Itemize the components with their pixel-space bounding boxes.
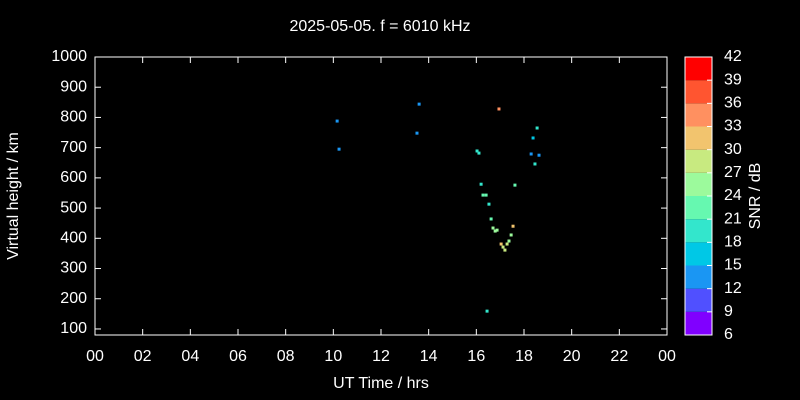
y-tick-label: 300 (60, 260, 87, 277)
x-tick-label: 02 (134, 348, 152, 365)
x-tick-label: 16 (467, 348, 485, 365)
data-point (509, 233, 513, 237)
colorbar-band (685, 57, 712, 81)
x-tick-label: 12 (372, 348, 390, 365)
colorbar-band (685, 80, 712, 104)
data-point (533, 162, 537, 166)
data-point (335, 119, 339, 123)
colorbar-band (685, 149, 712, 173)
x-tick-label: 14 (420, 348, 438, 365)
colorbar-tick-label: 18 (724, 234, 742, 251)
colorbar-band (685, 103, 712, 127)
data-point (337, 147, 341, 151)
x-tick-label: 10 (324, 348, 342, 365)
colorbar-tick-label: 42 (724, 48, 742, 65)
data-point (489, 217, 493, 221)
colorbar-tick-label: 12 (724, 280, 742, 297)
data-point (487, 202, 491, 206)
y-tick-label: 100 (60, 320, 87, 337)
data-point (531, 136, 535, 140)
colorbar-band (685, 242, 712, 266)
data-point (491, 226, 495, 230)
y-tick-label: 900 (60, 78, 87, 95)
colorbar-band (685, 311, 712, 335)
data-point (537, 153, 541, 157)
x-tick-label: 00 (86, 348, 104, 365)
x-tick-label: 20 (563, 348, 581, 365)
data-point (513, 183, 517, 187)
y-tick-label: 700 (60, 139, 87, 156)
data-point (495, 228, 499, 232)
colorbar-band (685, 126, 712, 150)
colorbar-tick-label: 6 (724, 326, 733, 343)
colorbar-tick-label: 15 (724, 257, 742, 274)
data-point (535, 126, 539, 130)
x-tick-label: 22 (610, 348, 628, 365)
data-point (501, 245, 505, 249)
data-point (475, 149, 479, 153)
colorbar-tick-label: 33 (724, 118, 742, 135)
data-point (497, 107, 501, 111)
data-point (415, 131, 419, 135)
colorbar-tick-label: 24 (724, 187, 742, 204)
data-point (503, 248, 507, 252)
colorbar-tick-label: 9 (724, 303, 733, 320)
x-tick-label: 08 (277, 348, 295, 365)
colorbar-tick-label: 30 (724, 141, 742, 158)
colorbar-band (685, 172, 712, 196)
colorbar-tick-label: 27 (724, 164, 742, 181)
data-point (485, 309, 489, 313)
colorbar-label: SNR / dB (747, 163, 764, 230)
x-tick-label: 18 (515, 348, 533, 365)
colorbar-tick-label: 21 (724, 210, 742, 227)
x-tick-label: 04 (181, 348, 199, 365)
data-point (477, 151, 481, 155)
data-point (481, 193, 485, 197)
chart-title: 2025-05-05. f = 6010 kHz (289, 18, 470, 35)
data-point (511, 224, 515, 228)
colorbar-tick-label: 39 (724, 71, 742, 88)
data-point (417, 102, 421, 106)
data-point (499, 242, 503, 246)
data-point (505, 242, 509, 246)
colorbar-band (685, 219, 712, 243)
y-axis-label: Virtual height / km (5, 132, 22, 260)
data-point (479, 182, 483, 186)
y-tick-label: 200 (60, 290, 87, 307)
data-point (484, 193, 488, 197)
data-point (507, 239, 511, 243)
data-point (493, 229, 497, 233)
y-tick-label: 400 (60, 230, 87, 247)
colorbar-band (685, 288, 712, 312)
x-tick-label: 06 (229, 348, 247, 365)
colorbar-band (685, 196, 712, 220)
data-point (529, 152, 533, 156)
x-tick-label: 00 (658, 348, 676, 365)
plot-frame (94, 56, 668, 336)
y-tick-label: 800 (60, 109, 87, 126)
y-tick-label: 1000 (51, 48, 87, 65)
y-tick-label: 600 (60, 169, 87, 186)
colorbar-band (685, 265, 712, 289)
y-tick-label: 500 (60, 199, 87, 216)
colorbar-tick-label: 36 (724, 95, 742, 112)
x-axis-label: UT Time / hrs (333, 375, 429, 392)
